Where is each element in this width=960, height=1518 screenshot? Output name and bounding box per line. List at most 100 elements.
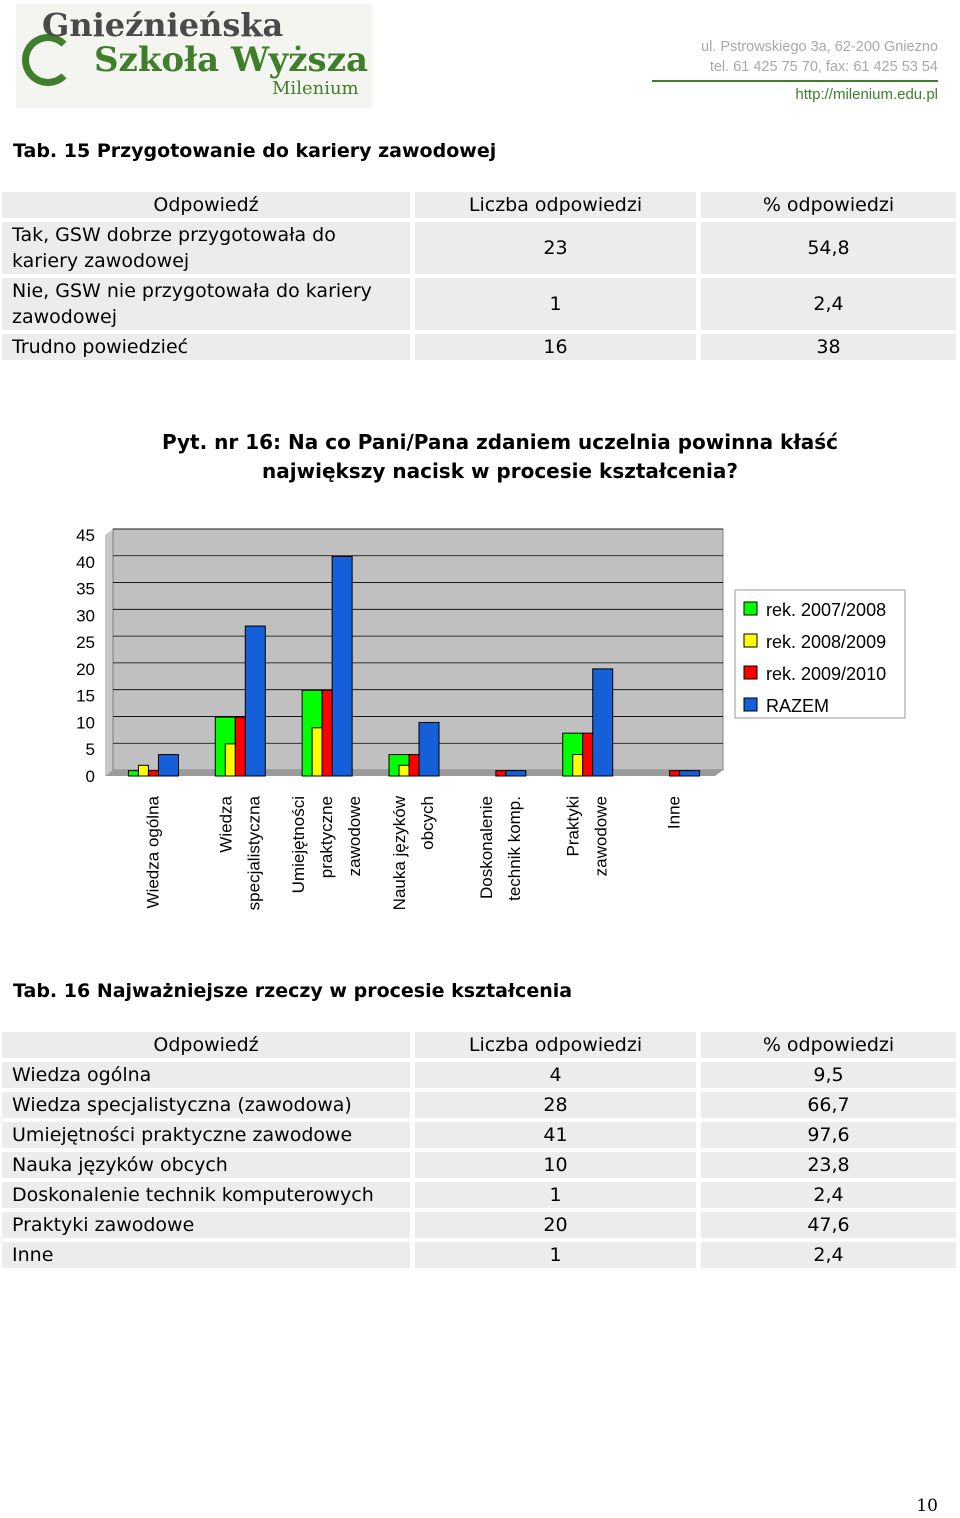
table-row: Doskonalenie technik komputerowych 1 2,4 <box>2 1182 956 1208</box>
logo-line-3: Milenium <box>272 78 359 99</box>
header-count: Liczba odpowiedzi <box>410 1032 696 1058</box>
question-title: Pyt. nr 16: Na co Pani/Pana zdaniem ucze… <box>161 430 839 483</box>
y-tick-label: 35 <box>76 580 95 599</box>
row-answer: Trudno powiedzieć <box>2 334 410 360</box>
row-count: 1 <box>410 278 696 330</box>
row-answer: Umiejętności praktyczne zawodowe <box>2 1122 410 1148</box>
legend-swatch <box>743 601 758 616</box>
legend-swatch <box>743 665 758 680</box>
x-category-label: Nauka języków <box>390 795 409 910</box>
header-address: ul. Pstrowskiego 3a, 62-200 Gniezno <box>701 39 938 55</box>
legend-label: rek. 2008/2009 <box>766 632 886 652</box>
table-row: Umiejętności praktyczne zawodowe 41 97,6 <box>2 1122 956 1148</box>
header-count: Liczba odpowiedzi <box>410 192 696 218</box>
header-divider <box>652 80 938 82</box>
bar-rek-2008-2009 <box>572 754 584 777</box>
row-count: 20 <box>410 1212 696 1238</box>
y-tick-label: 20 <box>76 660 95 679</box>
logo-line-1: Gnieźnieńska <box>42 6 284 44</box>
y-tick-label: 5 <box>86 740 95 759</box>
x-category-label: Praktyki <box>564 796 583 856</box>
row-count: 16 <box>410 334 696 360</box>
row-count: 41 <box>410 1122 696 1148</box>
table15-caption: Tab. 15 Przygotowanie do kariery zawodow… <box>13 140 497 162</box>
y-tick-label: 10 <box>76 713 95 732</box>
row-percent: 97,6 <box>696 1122 956 1148</box>
table-row: Praktyki zawodowe 20 47,6 <box>2 1212 956 1238</box>
row-answer: Praktyki zawodowe <box>2 1212 410 1238</box>
row-count: 28 <box>410 1092 696 1118</box>
table16-caption: Tab. 16 Najważniejsze rzeczy w procesie … <box>13 980 573 1002</box>
table-row: Nie, GSW nie przygotowała do kariery zaw… <box>2 278 956 330</box>
row-count: 10 <box>410 1152 696 1178</box>
header-phone: tel. 61 425 75 70, fax: 61 425 53 54 <box>709 59 938 75</box>
table-row: Wiedza ogólna 4 9,5 <box>2 1062 956 1088</box>
row-percent: 9,5 <box>696 1062 956 1088</box>
bar-razem <box>244 625 266 777</box>
legend-box <box>734 589 906 719</box>
x-category-label: specjalistyczna <box>244 795 263 910</box>
plot-side-wall <box>105 529 113 776</box>
header-answer: Odpowiedź <box>2 192 410 218</box>
row-count: 23 <box>410 222 696 274</box>
x-category-label: zawodowe <box>345 796 364 876</box>
y-tick-label: 15 <box>76 687 95 706</box>
y-tick-label: 30 <box>76 606 95 625</box>
row-percent: 2,4 <box>696 1182 956 1208</box>
row-answer: Inne <box>2 1242 410 1268</box>
bar-razem <box>679 770 701 777</box>
header-contact: ul. Pstrowskiego 3a, 62-200 Gniezno tel.… <box>701 37 938 77</box>
row-answer: Wiedza specjalistyczna (zawodowa) <box>2 1092 410 1118</box>
bar-razem <box>331 555 353 777</box>
row-count: 1 <box>410 1182 696 1208</box>
bar-razem <box>418 721 440 777</box>
bar-rek-2008-2009 <box>224 743 236 777</box>
logo-emblem-icon <box>22 34 74 86</box>
bar-razem <box>505 770 527 777</box>
school-logo: Gnieźnieńska Szkoła Wyższa Milenium <box>16 4 372 108</box>
x-category-label: Inne <box>665 796 684 829</box>
header-url[interactable]: http://milenium.edu.pl <box>795 86 938 103</box>
y-tick-label: 25 <box>76 633 95 652</box>
x-category-label: Wiedza <box>216 795 235 852</box>
table-row: Trudno powiedzieć 16 38 <box>2 334 956 360</box>
bar-chart: 0 5 10 15 20 25 30 35 40 45 Wiedza ogólna Wiedza spe… <box>76 526 906 910</box>
legend-swatch <box>743 633 758 648</box>
row-percent: 2,4 <box>696 1242 956 1268</box>
bar-rek-2008-2009 <box>137 764 149 777</box>
row-percent: 54,8 <box>696 222 956 274</box>
legend-label: rek. 2009/2010 <box>766 664 886 684</box>
header-answer: Odpowiedź <box>2 1032 410 1058</box>
table-header-row: Odpowiedź Liczba odpowiedzi % odpowiedzi <box>2 192 956 218</box>
bar-rek-2008-2009 <box>311 727 323 777</box>
table-row: Inne 1 2,4 <box>2 1242 956 1268</box>
header-percent: % odpowiedzi <box>696 192 956 218</box>
row-answer: Doskonalenie technik komputerowych <box>2 1182 410 1208</box>
bar-rek-2008-2009 <box>398 764 410 777</box>
row-percent: 66,7 <box>696 1092 956 1118</box>
x-category-label: Doskonalenie <box>477 796 496 899</box>
header-percent: % odpowiedzi <box>696 1032 956 1058</box>
logo-line-2: Szkoła Wyższa <box>94 40 369 80</box>
legend-swatch <box>743 697 758 712</box>
row-count: 4 <box>410 1062 696 1088</box>
y-tick-label: 0 <box>86 767 95 786</box>
table-row: Tak, GSW dobrze przygotowała do kariery … <box>2 222 956 274</box>
x-category-label: obcych <box>418 796 437 850</box>
row-answer: Wiedza ogólna <box>2 1062 410 1088</box>
table-row: Nauka języków obcych 10 23,8 <box>2 1152 956 1178</box>
row-count: 1 <box>410 1242 696 1268</box>
y-tick-label: 40 <box>76 553 95 572</box>
x-category-label: zawodowe <box>592 796 611 876</box>
row-percent: 23,8 <box>696 1152 956 1178</box>
table15: Odpowiedź Liczba odpowiedzi % odpowiedzi… <box>2 188 956 364</box>
y-tick-label: 45 <box>76 526 95 545</box>
table-header-row: Odpowiedź Liczba odpowiedzi % odpowiedzi <box>2 1032 956 1058</box>
row-answer: Nauka języków obcych <box>2 1152 410 1178</box>
x-category-label: Wiedza ogólna <box>143 795 162 908</box>
legend-label: RAZEM <box>766 696 829 716</box>
row-answer: Nie, GSW nie przygotowała do kariery zaw… <box>2 278 410 330</box>
bar-razem <box>592 668 614 777</box>
plot-area <box>112 528 724 771</box>
row-answer: Tak, GSW dobrze przygotowała do kariery … <box>2 222 410 274</box>
